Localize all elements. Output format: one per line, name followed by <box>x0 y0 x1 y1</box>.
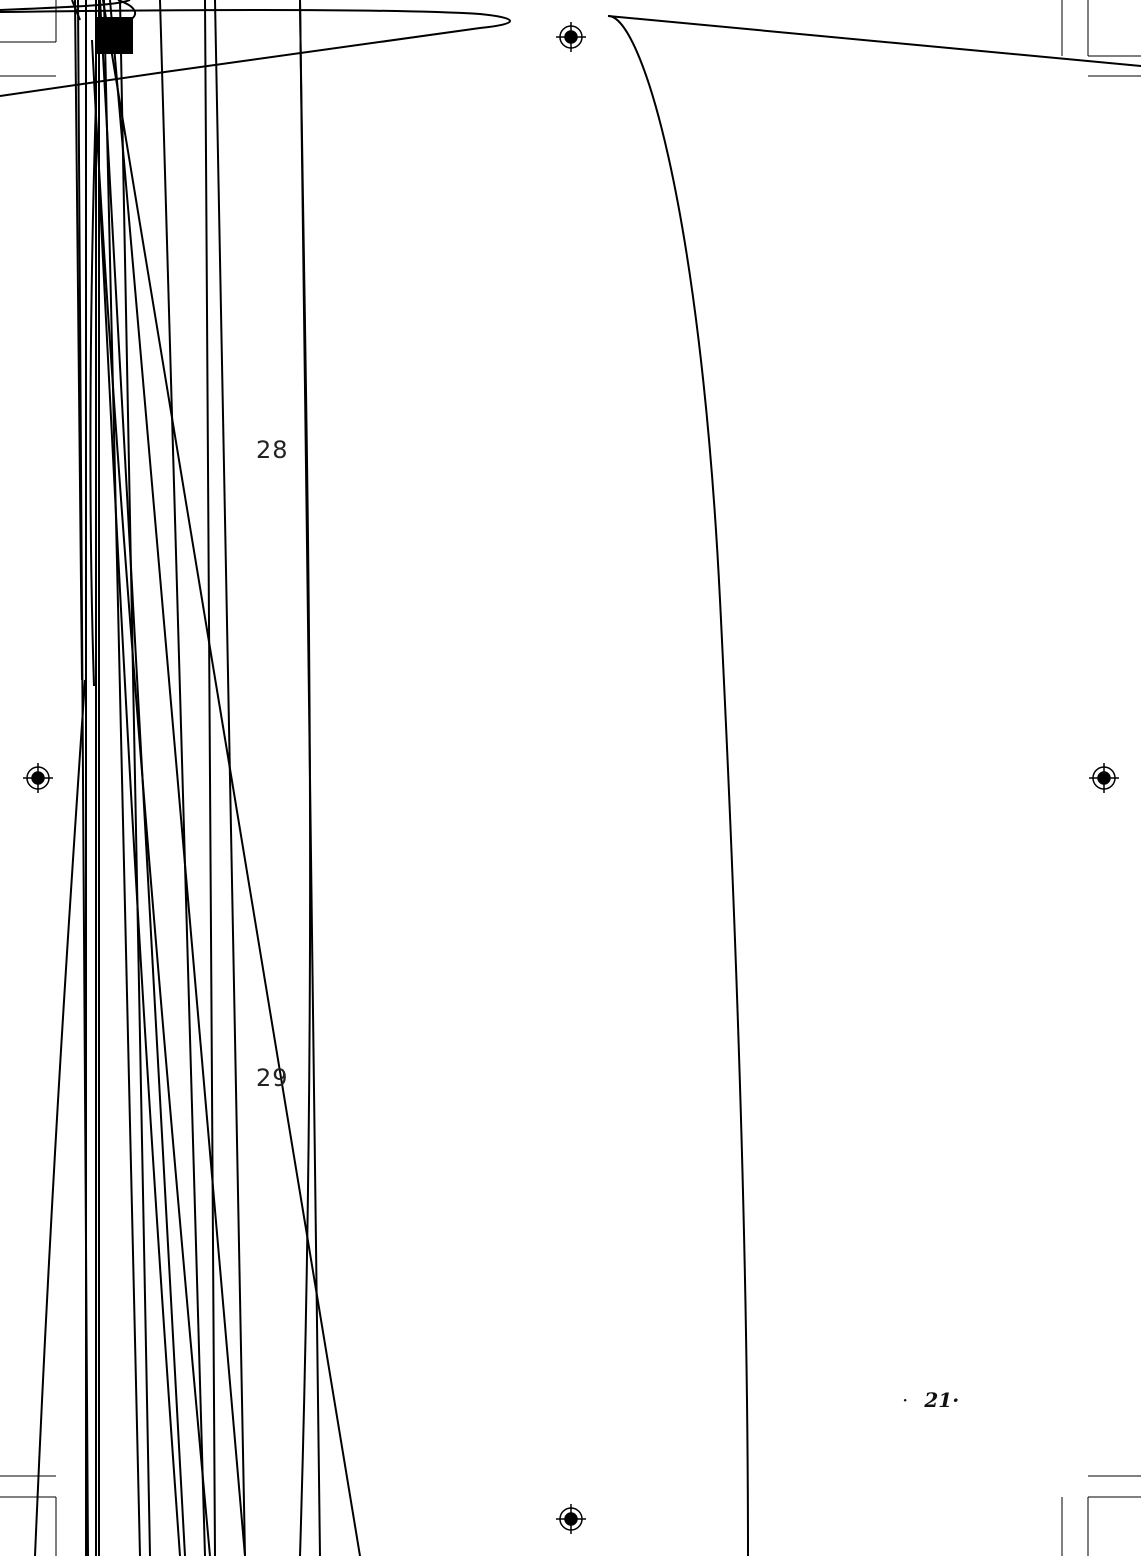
pattern-right-curve <box>607 14 749 1556</box>
figure-number-29: 29 <box>256 1064 289 1092</box>
registration-target-icon <box>556 22 586 52</box>
page-number-value: 21· <box>924 1388 960 1412</box>
crop-mark-icon <box>0 1475 57 1556</box>
figure-number-28: 28 <box>256 436 289 464</box>
registration-target-icon <box>1089 763 1119 793</box>
registration-target-icon <box>23 763 53 793</box>
registration-target-icon <box>556 1504 586 1534</box>
crop-mark-icon <box>1061 1475 1141 1556</box>
page-number-prefix: · <box>902 1388 909 1412</box>
crop-mark-icon <box>1061 0 1141 77</box>
page-number: · 21· <box>902 1390 959 1410</box>
pattern-top-right-line <box>607 15 1141 67</box>
pattern-vertical-lines <box>34 0 361 1556</box>
